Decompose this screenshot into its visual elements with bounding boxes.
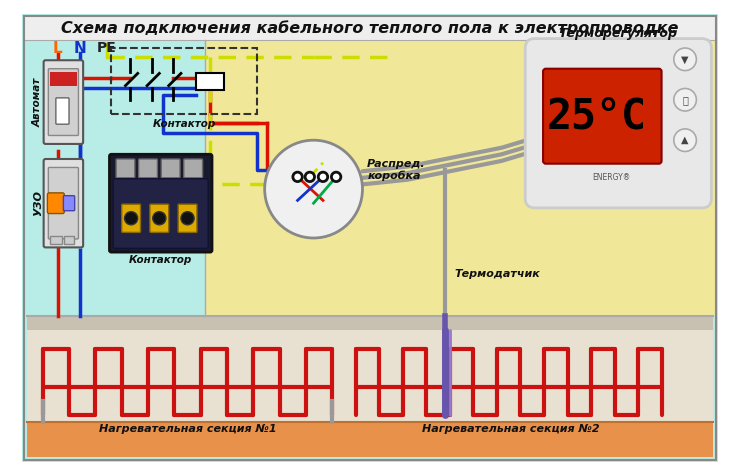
FancyBboxPatch shape bbox=[161, 159, 180, 178]
Text: Автомат: Автомат bbox=[33, 78, 43, 127]
FancyBboxPatch shape bbox=[178, 204, 197, 232]
Circle shape bbox=[674, 89, 696, 111]
Circle shape bbox=[124, 212, 138, 225]
FancyBboxPatch shape bbox=[47, 193, 64, 214]
Circle shape bbox=[181, 212, 194, 225]
Text: ▼: ▼ bbox=[682, 54, 689, 64]
FancyBboxPatch shape bbox=[44, 60, 83, 144]
Circle shape bbox=[305, 172, 314, 181]
FancyBboxPatch shape bbox=[64, 236, 74, 244]
Text: Термодатчик: Термодатчик bbox=[454, 269, 540, 279]
Text: L: L bbox=[53, 40, 63, 56]
FancyBboxPatch shape bbox=[50, 72, 76, 86]
Circle shape bbox=[293, 172, 302, 181]
FancyBboxPatch shape bbox=[110, 154, 212, 252]
Text: Контактор: Контактор bbox=[129, 255, 192, 265]
FancyBboxPatch shape bbox=[150, 204, 169, 232]
Circle shape bbox=[265, 140, 363, 238]
FancyBboxPatch shape bbox=[184, 159, 203, 178]
FancyBboxPatch shape bbox=[116, 159, 135, 178]
Text: Терморегулятор: Терморегулятор bbox=[559, 28, 678, 40]
Text: ⏻: ⏻ bbox=[682, 95, 688, 105]
FancyBboxPatch shape bbox=[44, 159, 83, 248]
Text: 25°C: 25°C bbox=[547, 95, 647, 137]
FancyBboxPatch shape bbox=[48, 168, 78, 239]
Text: Нагревательная секция №1: Нагревательная секция №1 bbox=[98, 424, 276, 434]
FancyBboxPatch shape bbox=[196, 73, 224, 90]
Text: Схема подключения кабельного теплого пола к электропроводке: Схема подключения кабельного теплого пол… bbox=[61, 20, 679, 36]
Text: Нагревательная секция №2: Нагревательная секция №2 bbox=[423, 424, 600, 434]
Text: УЗО: УЗО bbox=[33, 190, 43, 216]
FancyBboxPatch shape bbox=[56, 98, 69, 124]
Text: ENERGY®: ENERGY® bbox=[593, 173, 630, 182]
FancyBboxPatch shape bbox=[27, 316, 713, 330]
FancyBboxPatch shape bbox=[543, 69, 662, 164]
Circle shape bbox=[674, 129, 696, 151]
Text: Распред.
коробка: Распред. коробка bbox=[367, 159, 426, 181]
Text: PE: PE bbox=[97, 41, 116, 55]
FancyBboxPatch shape bbox=[525, 39, 711, 208]
FancyBboxPatch shape bbox=[48, 69, 78, 136]
Text: ▲: ▲ bbox=[682, 135, 689, 145]
Circle shape bbox=[152, 212, 166, 225]
FancyBboxPatch shape bbox=[138, 159, 158, 178]
FancyBboxPatch shape bbox=[64, 196, 75, 211]
Circle shape bbox=[332, 172, 341, 181]
FancyBboxPatch shape bbox=[24, 16, 716, 40]
Polygon shape bbox=[27, 422, 713, 457]
FancyBboxPatch shape bbox=[113, 179, 208, 248]
Polygon shape bbox=[27, 316, 713, 422]
Text: N: N bbox=[74, 40, 87, 56]
FancyBboxPatch shape bbox=[50, 236, 61, 244]
FancyBboxPatch shape bbox=[206, 40, 715, 316]
FancyBboxPatch shape bbox=[22, 14, 718, 462]
FancyBboxPatch shape bbox=[121, 204, 141, 232]
Circle shape bbox=[318, 172, 328, 181]
Circle shape bbox=[674, 48, 696, 70]
Text: Контактор: Контактор bbox=[152, 119, 216, 129]
